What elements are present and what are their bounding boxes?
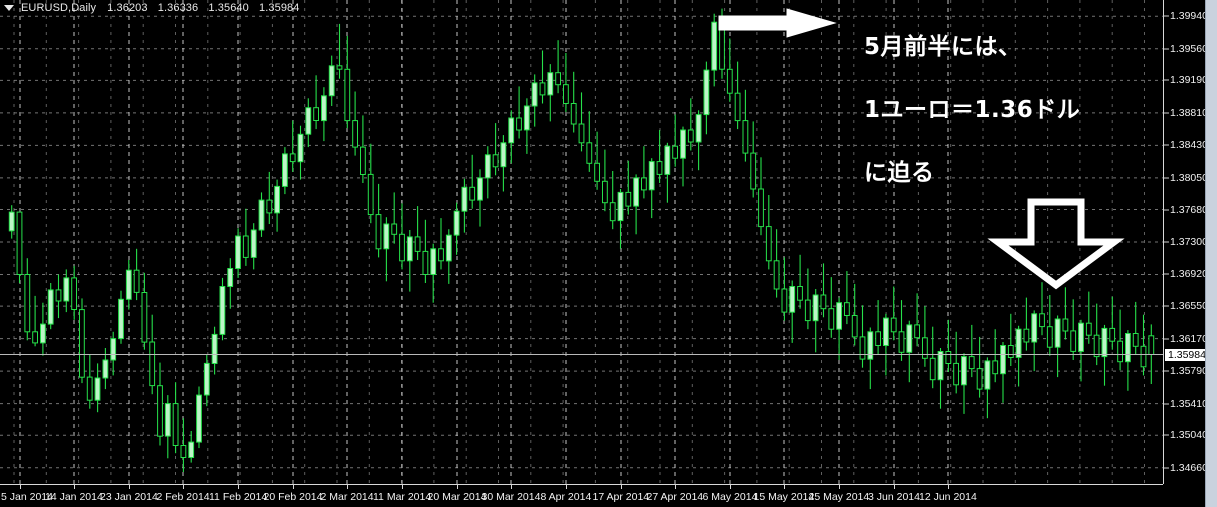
price-tick-label: 1.35790 [1170,365,1208,378]
price-axis[interactable]: 1.39940 1.39560 1.39190 1.38810 1.38430 1.380… [1163,0,1208,484]
price-tick-label: 1.39940 [1170,10,1208,23]
price-tick-mark [1164,48,1169,50]
chart-plot-area[interactable] [0,0,1163,484]
time-tick-mark [948,485,949,489]
price-tick-label: 1.36170 [1170,332,1208,345]
time-tick-label: 3 Jun 2014 [868,491,920,503]
time-tick-mark [894,485,895,489]
price-tick-mark [1164,403,1169,405]
price-tick-label: 1.38050 [1170,171,1208,184]
price-tick-label: 1.35040 [1170,429,1208,442]
arrow-down-annotation [987,198,1125,290]
price-tick-label: 1.36920 [1170,268,1208,281]
time-tick-mark [621,485,622,489]
time-tick-label: 12 Jun 2014 [919,491,977,503]
time-tick-label: 11 Mar 2014 [373,491,432,503]
time-tick-mark [784,485,785,489]
ohlc-close: 1.35984 [259,2,300,14]
right-gutter [1205,0,1217,507]
price-tick-label: 1.39190 [1170,74,1208,87]
time-tick-label: 15 May 2014 [753,491,815,503]
time-tick-label: 2 Feb 2014 [156,491,210,503]
time-tick-mark [20,485,21,489]
price-tick-mark [1164,112,1169,114]
time-tick-label: 8 Apr 2014 [540,491,592,503]
time-tick-label: 23 Jan 2014 [100,491,158,503]
price-tick-mark [1164,144,1169,146]
time-tick-mark [457,485,458,489]
time-tick-mark [347,485,348,489]
price-tick-label: 1.34660 [1170,461,1208,474]
time-axis[interactable]: 5 Jan 2014 14 Jan 2014 23 Jan 2014 2 Feb 20… [0,484,1163,507]
price-tick-mark [1164,434,1169,436]
time-tick-mark [730,485,731,489]
time-tick-label: 2 Mar 2014 [320,491,374,503]
time-tick-label: 11 Feb 2014 [209,491,268,503]
arrow-right-annotation [718,8,837,38]
price-tick-label: 1.35410 [1170,397,1208,410]
price-tick-label: 1.38430 [1170,139,1208,152]
ohlc-open: 1.36203 [107,2,148,14]
time-tick-label: 20 Mar 2014 [427,491,487,503]
ohlc-low: 1.35640 [208,2,249,14]
time-tick-mark [675,485,676,489]
time-tick-mark [402,485,403,489]
symbol-timeframe-label: EURUSD,Daily [21,2,97,14]
candlestick-series [8,8,1155,472]
quote-bar: EURUSD,Daily 1.36203 1.36336 1.35640 1.3… [4,1,307,15]
current-price-line [0,354,1163,355]
time-tick-label: 6 May 2014 [702,491,758,503]
current-price-tag: 1.35984 [1165,348,1206,361]
time-tick-mark [129,485,130,489]
annotation-line-3: に迫る [864,160,935,186]
time-tick-mark [74,485,75,489]
price-tick-label: 1.37680 [1170,203,1208,216]
time-tick-label: 14 Jan 2014 [45,491,103,503]
price-tick-mark [1164,273,1169,275]
chart-grid [0,0,1163,484]
price-tick-label: 1.37300 [1170,236,1208,248]
price-tick-mark [1164,370,1169,372]
ohlc-values: 1.36203 1.36336 1.35640 1.35984 [107,2,306,14]
price-tick-mark [1164,467,1169,469]
time-tick-mark [183,485,184,489]
time-tick-label: 17 Apr 2014 [592,491,650,503]
annotation-line-2: 1ユーロ＝1.36ドル [864,97,1081,123]
ohlc-high: 1.36336 [157,2,199,14]
time-tick-label: 5 Jan 2014 [1,491,53,503]
time-tick-mark [839,485,840,489]
time-tick-mark [511,485,512,489]
time-tick-label: 27 Apr 2014 [646,491,704,503]
price-tick-mark [1164,177,1169,179]
price-tick-label: 1.36550 [1170,300,1208,313]
price-tick-mark [1164,305,1169,307]
price-tick-mark [1164,338,1169,340]
time-tick-mark [238,485,239,489]
price-tick-mark [1164,209,1169,210]
price-tick-label: 1.38810 [1170,106,1208,119]
price-tick-label: 1.39560 [1170,42,1208,55]
time-axis-corner [1163,484,1205,507]
annotation-line-1: 5月前半には、 [864,34,1022,60]
time-tick-mark [293,485,294,489]
time-tick-label: 20 Feb 2014 [263,491,323,503]
chevron-down-icon[interactable] [4,5,14,11]
time-tick-mark [566,485,567,489]
time-tick-label: 30 Mar 2014 [481,491,541,503]
price-tick-mark [1164,79,1169,81]
price-tick-mark [1164,241,1169,243]
price-tick-mark [1164,15,1169,17]
time-tick-label: 25 May 2014 [808,491,870,503]
